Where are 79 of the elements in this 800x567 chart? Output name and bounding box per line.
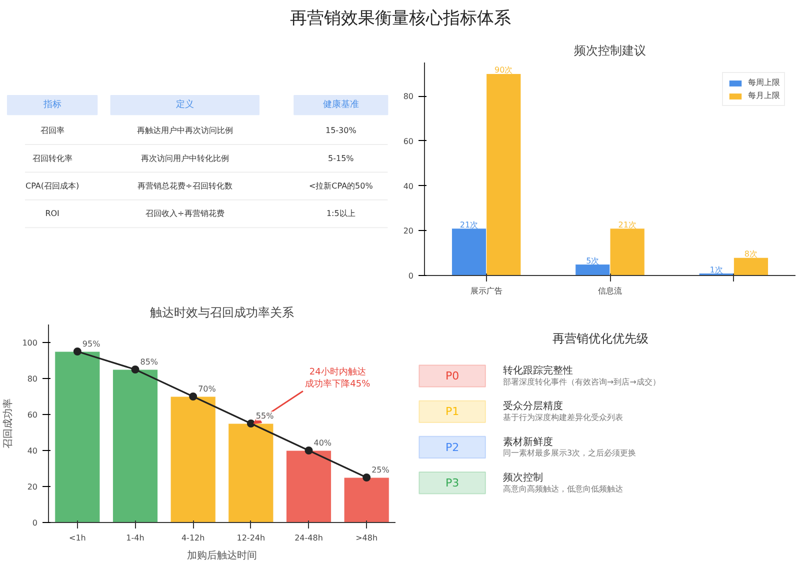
y-tick-label: 40 <box>403 182 414 191</box>
data-label: 5次 <box>586 256 600 266</box>
category-label: P3 <box>445 476 460 490</box>
point <box>246 420 255 428</box>
data-label: 25% <box>372 466 390 474</box>
bar <box>170 396 216 522</box>
text: 素材新鲜度 <box>503 436 553 448</box>
legend-label: 每周上限 <box>748 77 780 88</box>
text: 1:5以上 <box>326 209 356 218</box>
point <box>131 366 140 374</box>
data-label: 95% <box>82 340 101 348</box>
text: 召回转化率 <box>32 154 72 163</box>
category-label: 定义 <box>176 99 194 110</box>
text: ROI <box>45 209 60 218</box>
text: 转化跟踪完整性 <box>503 366 573 377</box>
x-tick-label: 4-12h <box>181 534 205 542</box>
category-label: P1 <box>445 405 460 418</box>
x-tick-label: 信息流 <box>598 286 622 296</box>
text: CPA(召回成本) <box>25 182 80 191</box>
data-label: 90次 <box>494 66 513 75</box>
category-label: P0 <box>445 369 460 382</box>
y-tick-label: 80 <box>403 92 414 102</box>
text: 再营销总花费÷召回转化数 <box>138 182 232 191</box>
chart-title: 触达时效与召回成功率关系 <box>150 306 294 320</box>
bar <box>286 450 332 522</box>
x-tick-label: <1h <box>68 534 86 542</box>
text: 再次访问用户中转化比例 <box>140 154 229 163</box>
data-label: 85% <box>140 358 158 366</box>
x-tick-label: 12-24h <box>236 534 266 542</box>
y-tick-label: 80 <box>27 374 38 384</box>
data-label: 21次 <box>460 220 478 230</box>
data-label: 21次 <box>618 220 636 230</box>
y-tick-label: 20 <box>403 226 414 236</box>
x-tick-label: 展示广告 <box>470 286 502 296</box>
text: 同一素材最多展示3次，之后必须更换 <box>503 448 636 458</box>
data-label: 40% <box>314 438 332 448</box>
y-tick-label: 60 <box>403 136 414 146</box>
annotation: 24小时内触达成功率下降45% <box>305 366 371 390</box>
text: 再营销效果衡量核心指标体系 <box>290 8 511 28</box>
bar <box>228 423 274 522</box>
text: <拉新CPA的50% <box>308 182 373 191</box>
y-tick-label: 60 <box>27 410 38 420</box>
data-label: 1次 <box>710 265 723 274</box>
bar <box>344 477 390 522</box>
point <box>362 474 371 482</box>
y-axis-title: 召回成功率 <box>2 398 14 448</box>
y-tick-label: 0 <box>408 272 414 280</box>
category-label: P2 <box>445 440 460 454</box>
category-label: 指标 <box>42 99 62 110</box>
data-label: 70% <box>198 384 216 394</box>
text: 召回率 <box>40 126 64 136</box>
chart-title: 频次控制建议 <box>574 44 646 58</box>
y-tick-label: 100 <box>22 338 38 348</box>
point <box>304 446 313 454</box>
text: 5-15% <box>328 154 354 163</box>
text: 频次控制 <box>503 472 543 484</box>
x-tick-label: 1-4h <box>126 534 144 542</box>
text: 受众分层精度 <box>503 401 563 412</box>
point <box>189 392 198 400</box>
point <box>73 348 82 356</box>
text: 再触达用户中再次访问比例 <box>136 126 233 136</box>
text: 再营销优化优先级 <box>552 331 648 346</box>
x-axis-title: 加购后触达时间 <box>187 550 257 562</box>
y-tick-label: 0 <box>32 518 38 528</box>
bar <box>112 369 158 522</box>
legend-label: 每月上限 <box>748 90 780 101</box>
text: 召回收入÷再营销花费 <box>146 209 224 218</box>
category-label: 健康基准 <box>322 99 359 110</box>
data-label: 55% <box>256 412 274 420</box>
y-tick-label: 40 <box>27 446 38 456</box>
data-label: 8次 <box>744 250 758 259</box>
y-tick-label: 20 <box>27 482 38 492</box>
text: 15-30% <box>325 126 356 136</box>
bar <box>54 351 100 522</box>
x-tick-label: >48h <box>356 534 378 542</box>
text: 高意向高频触达，低意向低频触达 <box>503 484 623 494</box>
text: 部署深度转化事件（有效咨询→到店→成交） <box>503 377 660 386</box>
x-tick-label: 24-48h <box>294 534 323 542</box>
text: 基于行为深度构建差异化受众列表 <box>503 413 623 422</box>
